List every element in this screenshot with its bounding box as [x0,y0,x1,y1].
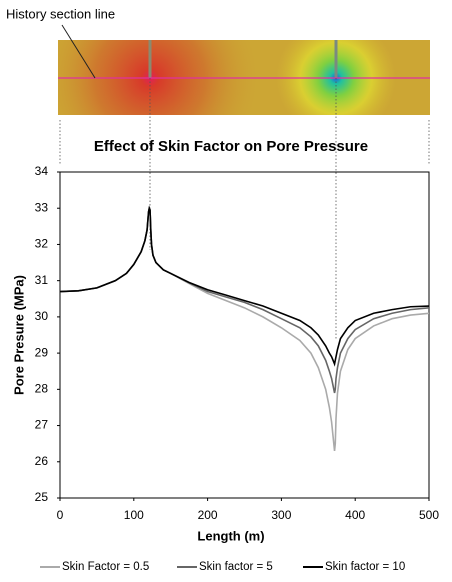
plot-frame [59,171,430,499]
x-tick-label: 300 [271,508,291,522]
x-tick-label: 200 [198,508,218,522]
x-axis-label: Length (m) [197,528,264,543]
section-image [58,40,430,115]
y-tick-label: 31 [35,273,49,287]
series-line [59,205,430,367]
legend-label: Skin factor = 10 [325,561,405,573]
x-tick-label: 0 [57,508,64,522]
y-tick-label: 26 [35,454,49,468]
y-tick-label: 27 [35,418,49,432]
annotation: History section line [6,6,115,21]
x-tick-label: 400 [345,508,365,522]
x-tick-label: 100 [124,508,144,522]
y-tick-label: 29 [35,345,49,359]
legend-label: Skin Factor = 0.5 [62,561,149,573]
guide-lines [59,78,430,340]
annotation-leader [61,24,96,79]
series-line [59,205,430,451]
x-tick-label: 500 [419,508,439,522]
y-tick-label: 28 [35,382,49,396]
y-tick-label: 33 [35,200,49,214]
chart-title: Effect of Skin Factor on Pore Pressure [94,138,368,155]
y-axis-label: Pore Presure (MPa) [11,275,26,395]
y-tick-label: 30 [35,309,49,323]
y-tick-label: 25 [35,490,49,504]
legend-label: Skin factor = 5 [199,561,273,573]
y-tick-label: 34 [35,164,49,178]
y-tick-label: 32 [35,237,49,251]
